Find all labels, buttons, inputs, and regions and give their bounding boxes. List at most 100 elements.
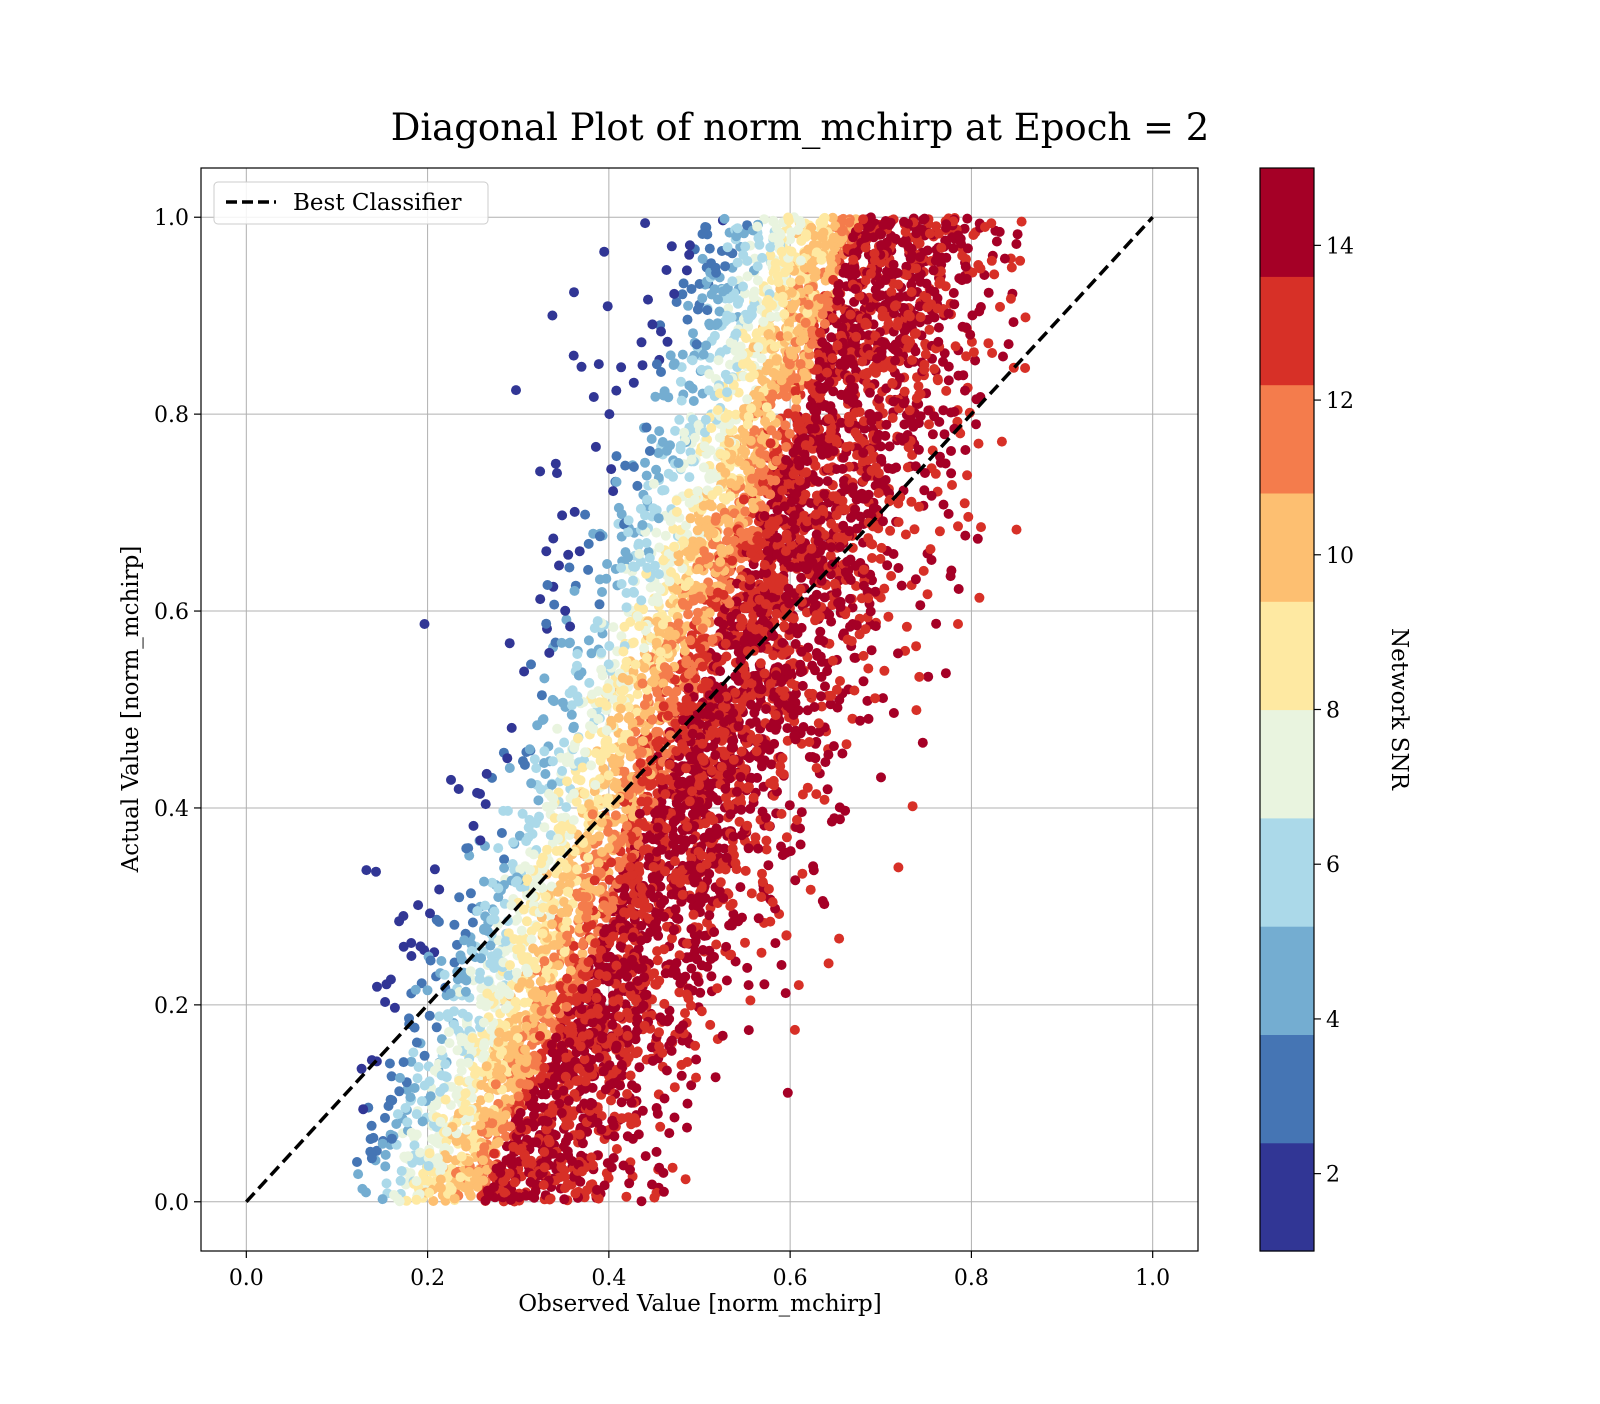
scatter-point <box>916 312 926 322</box>
scatter-point <box>654 426 664 436</box>
scatter-point <box>539 714 549 724</box>
scatter-point <box>612 451 622 461</box>
scatter-point <box>642 471 652 481</box>
scatter-point <box>783 1088 793 1098</box>
scatter-point <box>361 865 371 875</box>
scatter-point <box>676 377 686 387</box>
scatter-point <box>560 1172 570 1182</box>
scatter-point <box>835 676 845 686</box>
scatter-point <box>353 1169 363 1179</box>
scatter-point <box>953 521 963 531</box>
scatter-point <box>941 668 951 678</box>
chart-title: Diagonal Plot of norm_mchirp at Epoch = … <box>391 106 1210 150</box>
scatter-point <box>499 863 509 873</box>
scatter-point <box>1011 239 1021 249</box>
scatter-point <box>810 665 820 675</box>
scatter-point <box>599 247 609 257</box>
scatter-point <box>416 941 426 951</box>
scatter-point <box>561 802 571 812</box>
scatter-point <box>995 227 1005 237</box>
scatter-point <box>655 1122 665 1132</box>
scatter-point <box>974 593 984 603</box>
scatter-point <box>631 897 641 907</box>
scatter-point <box>823 750 833 760</box>
scatter-point <box>589 392 599 402</box>
scatter-point <box>902 622 912 632</box>
scatter-point <box>577 362 587 372</box>
scatter-point <box>790 1025 800 1035</box>
scatter-point <box>710 331 720 341</box>
scatter-point <box>559 738 569 748</box>
scatter-point <box>756 458 766 468</box>
scatter-point <box>824 958 834 968</box>
scatter-point <box>902 270 912 280</box>
scatter-point <box>668 1163 678 1173</box>
scatter-point <box>608 622 618 632</box>
scatter-point <box>628 1134 638 1144</box>
scatter-point <box>594 359 604 369</box>
scatter-point <box>777 809 787 819</box>
scatter-points <box>352 212 1031 1206</box>
scatter-point <box>1017 217 1027 227</box>
scatter-point <box>551 459 561 469</box>
scatter-point <box>632 481 642 491</box>
scatter-point <box>652 946 662 956</box>
scatter-point <box>535 466 545 476</box>
scatter-point <box>963 512 973 522</box>
scatter-point <box>502 753 512 763</box>
scatter-point <box>640 510 650 520</box>
scatter-point <box>406 938 416 948</box>
scatter-point <box>808 861 818 871</box>
scatter-point <box>563 550 573 560</box>
scatter-point <box>855 716 865 726</box>
scatter-point <box>639 643 649 653</box>
scatter-point <box>426 956 436 966</box>
scatter-point <box>601 738 611 748</box>
scatter-point <box>569 815 579 825</box>
scatter-point <box>908 422 918 432</box>
scatter-point <box>459 935 469 945</box>
scatter-point <box>642 495 652 505</box>
scatter-point <box>541 619 551 629</box>
scatter-point <box>413 1073 423 1083</box>
scatter-point <box>738 282 748 292</box>
scatter-point <box>420 619 430 629</box>
scatter-point <box>525 744 535 754</box>
scatter-point <box>691 1055 701 1065</box>
scatter-point <box>603 827 613 837</box>
scatter-point <box>594 1194 604 1204</box>
scatter-point <box>606 1095 616 1105</box>
scatter-point <box>411 985 421 995</box>
scatter-point <box>591 442 601 452</box>
scatter-point <box>603 301 613 311</box>
scatter-point <box>689 910 699 920</box>
scatter-point <box>674 415 684 425</box>
scatter-point <box>876 454 886 464</box>
scatter-point <box>560 1183 570 1193</box>
scatter-point <box>635 809 645 819</box>
scatter-point <box>548 695 558 705</box>
scatter-point <box>499 854 509 864</box>
scatter-point <box>611 386 621 396</box>
scatter-point <box>812 763 822 773</box>
scatter-point <box>510 1177 520 1187</box>
scatter-point <box>781 931 791 941</box>
scatter-point <box>461 987 471 997</box>
scatter-point <box>575 1130 585 1140</box>
scatter-point <box>357 1064 367 1074</box>
scatter-point <box>620 461 630 471</box>
scatter-point <box>882 560 892 570</box>
scatter-point <box>434 1011 444 1021</box>
scatter-point <box>549 600 559 610</box>
scatter-point <box>901 530 911 540</box>
scatter-point <box>983 338 993 348</box>
scatter-point <box>497 828 507 838</box>
scatter-point <box>654 513 664 523</box>
scatter-point <box>617 694 627 704</box>
scatter-point <box>412 1038 422 1048</box>
scatter-point <box>387 1071 397 1081</box>
scatter-point <box>662 1066 672 1076</box>
scatter-point <box>643 295 653 305</box>
